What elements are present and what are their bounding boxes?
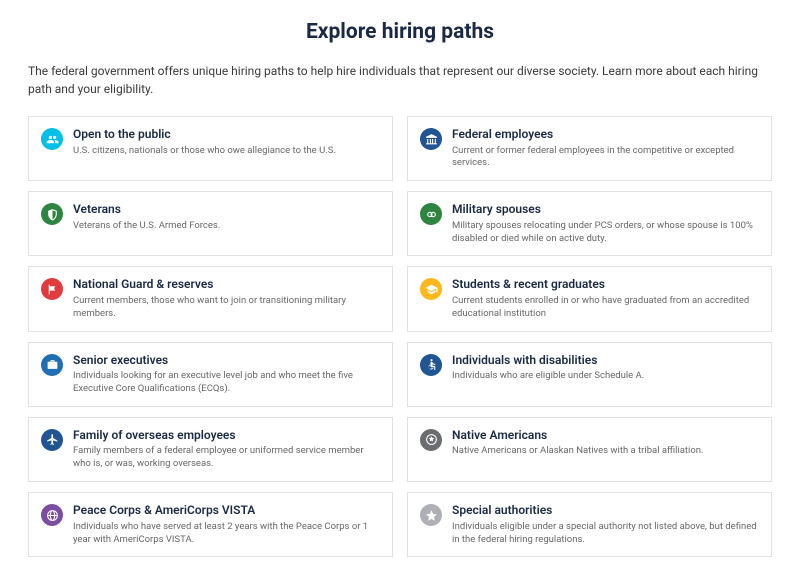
hiring-path-card-disabilities[interactable]: Individuals with disabilitiesIndividuals…: [407, 342, 772, 407]
card-title: Senior executives: [73, 353, 380, 369]
card-title: Family of overseas employees: [73, 428, 380, 444]
hiring-path-card-special-authorities[interactable]: Special authorities Individuals eligible …: [407, 492, 772, 557]
hiring-path-card-military-spouses[interactable]: Military spouses Military spouses relocat…: [407, 191, 772, 256]
card-text: Individuals with disabilitiesIndividuals…: [452, 353, 759, 383]
card-title: Students & recent graduates: [452, 277, 759, 293]
intro-text: The federal government offers unique hir…: [28, 62, 772, 98]
card-text: Students & recent graduates Current stude…: [452, 277, 759, 320]
card-desc: Individuals looking for an executive lev…: [73, 370, 380, 396]
card-desc: U.S. citizens, nationals or those who ow…: [73, 145, 380, 158]
hiring-path-card-federal-employees[interactable]: Federal employees Current or former feder…: [407, 116, 772, 181]
card-desc: Veterans of the U.S. Armed Forces.: [73, 220, 380, 233]
hiring-path-card-national-guard[interactable]: National Guard & reserves Current members…: [28, 266, 393, 331]
card-desc: Current or former federal employees in t…: [452, 145, 759, 171]
cap-icon: [420, 278, 442, 300]
card-desc: Current students enrolled in or who have…: [452, 295, 759, 321]
hiring-path-card-peace-corps[interactable]: Peace Corps & AmeriCorps VISTA Individual…: [28, 492, 393, 557]
rings-icon: [420, 203, 442, 225]
building-icon: [420, 128, 442, 150]
hiring-path-card-students[interactable]: Students & recent graduates Current stude…: [407, 266, 772, 331]
card-text: Military spouses Military spouses relocat…: [452, 202, 759, 245]
card-text: Special authorities Individuals eligible …: [452, 503, 759, 546]
accessibility-icon: [420, 354, 442, 376]
card-title: Native Americans: [452, 428, 759, 444]
hiring-path-card-native-americans[interactable]: Native AmericansNative Americans or Alas…: [407, 417, 772, 482]
card-title: Special authorities: [452, 503, 759, 519]
shield-icon: [41, 203, 63, 225]
card-title: Open to the public: [73, 127, 380, 143]
card-text: Open to the public U.S. citizens, nationa…: [73, 127, 380, 157]
card-title: Individuals with disabilities: [452, 353, 759, 369]
card-desc: Individuals eligible under a special aut…: [452, 521, 759, 547]
hiring-path-card-open-to-public[interactable]: Open to the public U.S. citizens, nationa…: [28, 116, 393, 181]
people-icon: [41, 128, 63, 150]
flag-icon: [41, 278, 63, 300]
card-desc: Individuals who are eligible under Sched…: [452, 370, 759, 383]
card-title: Peace Corps & AmeriCorps VISTA: [73, 503, 380, 519]
globe-icon: [41, 504, 63, 526]
hiring-path-card-family-overseas[interactable]: Family of overseas employeesFamily membe…: [28, 417, 393, 482]
card-desc: Current members, those who want to join …: [73, 295, 380, 321]
card-title: National Guard & reserves: [73, 277, 380, 293]
card-desc: Native Americans or Alaskan Natives with…: [452, 445, 759, 458]
card-title: Military spouses: [452, 202, 759, 218]
card-title: Federal employees: [452, 127, 759, 143]
card-desc: Family members of a federal employee or …: [73, 445, 380, 471]
card-text: Native AmericansNative Americans or Alas…: [452, 428, 759, 458]
page-title: Explore hiring paths: [28, 20, 772, 44]
card-text: Veterans Veterans of the U.S. Armed Force…: [73, 202, 380, 232]
card-desc: Individuals who have served at least 2 y…: [73, 521, 380, 547]
card-text: Family of overseas employeesFamily membe…: [73, 428, 380, 471]
hiring-path-card-senior-executives[interactable]: Senior executivesIndividuals looking for…: [28, 342, 393, 407]
card-text: National Guard & reserves Current members…: [73, 277, 380, 320]
star-icon: [420, 504, 442, 526]
card-text: Senior executivesIndividuals looking for…: [73, 353, 380, 396]
plane-icon: [41, 429, 63, 451]
hiring-path-card-veterans[interactable]: Veterans Veterans of the U.S. Armed Force…: [28, 191, 393, 256]
briefcase-icon: [41, 354, 63, 376]
card-text: Federal employees Current or former feder…: [452, 127, 759, 170]
hiring-paths-grid: Open to the public U.S. citizens, nationa…: [28, 116, 772, 557]
card-text: Peace Corps & AmeriCorps VISTA Individual…: [73, 503, 380, 546]
seal-icon: [420, 429, 442, 451]
card-title: Veterans: [73, 202, 380, 218]
card-desc: Military spouses relocating under PCS or…: [452, 220, 759, 246]
